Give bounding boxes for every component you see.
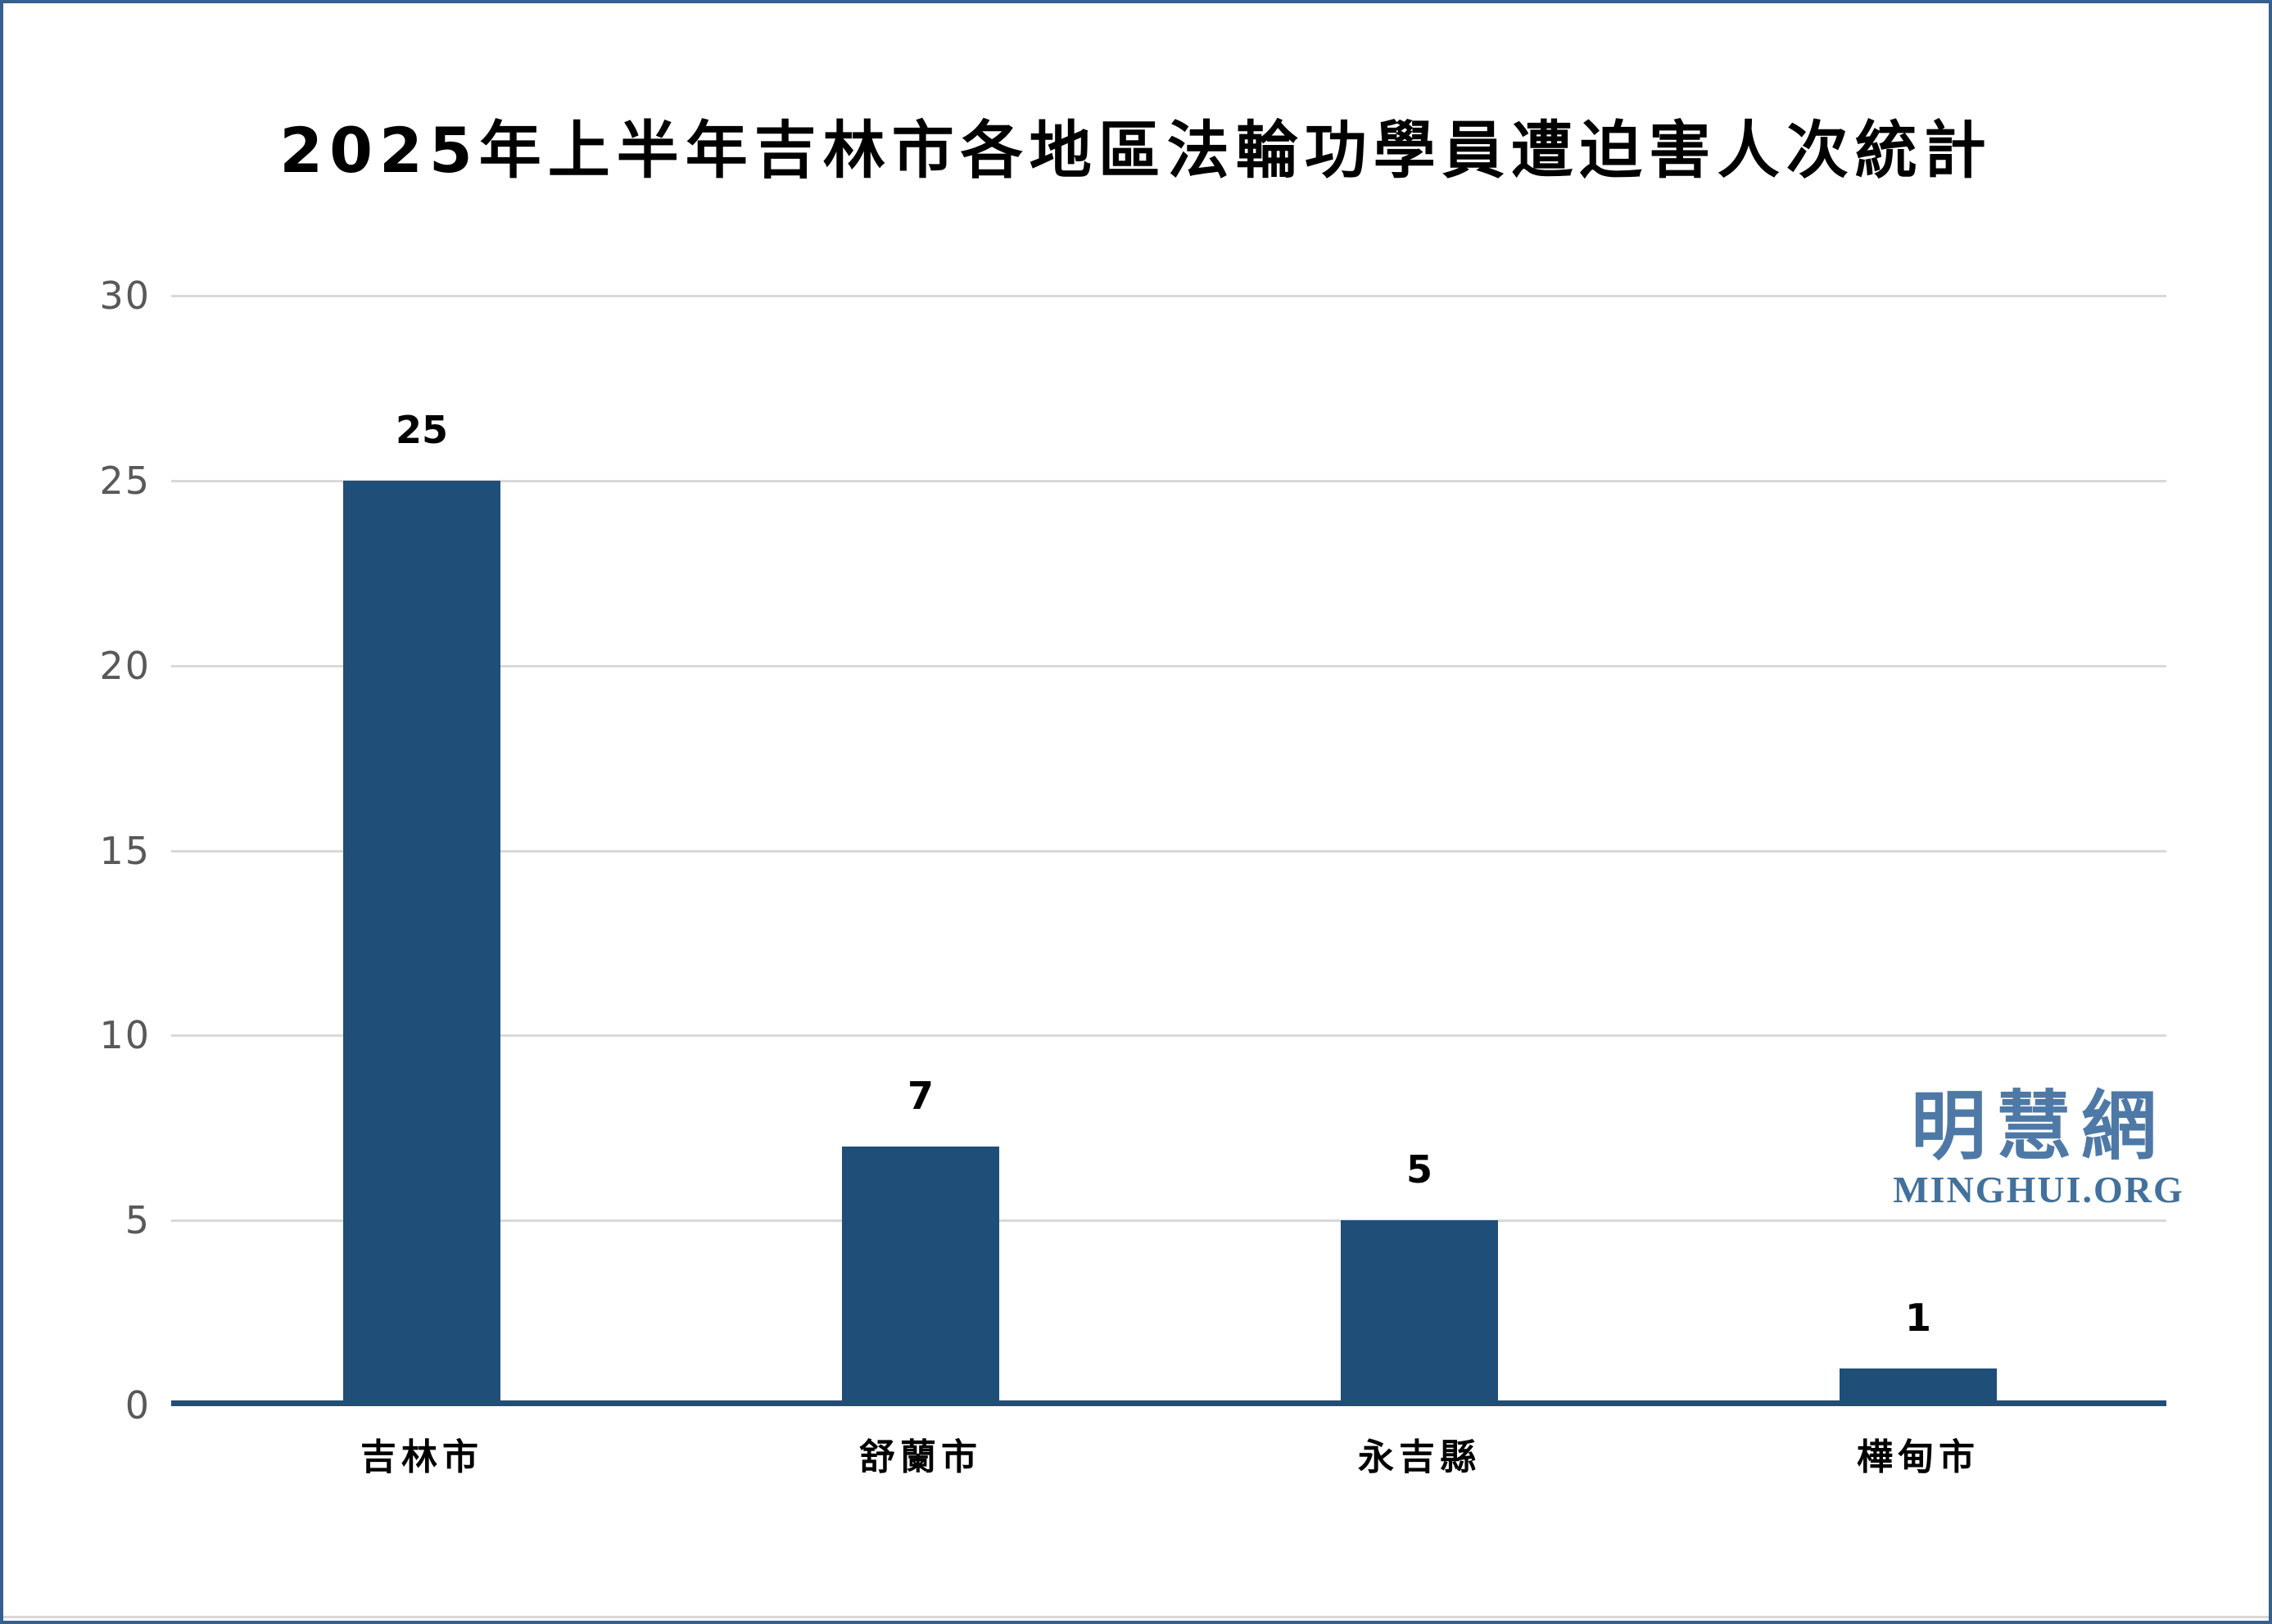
gridline (171, 295, 2166, 297)
gridline (171, 479, 2166, 482)
category-label: 永吉縣 (1358, 1436, 1481, 1478)
bar-value-label: 25 (395, 408, 448, 452)
gridline (171, 849, 2166, 853)
y-axis-tick-label: 20 (99, 643, 151, 688)
y-axis-tick-label: 10 (99, 1013, 151, 1058)
gridline (171, 1034, 2166, 1038)
y-axis-tick-label: 0 (124, 1383, 151, 1427)
chart-title: 2025年上半年吉林市各地區法輪功學員遭迫害人次統計 (279, 114, 1993, 187)
gridline (171, 1219, 2166, 1223)
bar (842, 1147, 999, 1405)
y-axis-tick-label: 25 (99, 458, 151, 503)
y-axis-tick-label: 15 (99, 828, 151, 873)
watermark-chinese-text: 明慧網 (1910, 1083, 2166, 1170)
bar-value-label: 1 (1904, 1296, 1931, 1340)
minghui-watermark: 明慧網 MINGHUI.ORG (1879, 1086, 2198, 1210)
bar-value-label: 7 (907, 1074, 934, 1118)
watermark-url-text: MINGHUI.ORG (1893, 1169, 2184, 1210)
y-axis-tick-label: 30 (99, 274, 151, 318)
x-axis-line (171, 1400, 2166, 1406)
category-label: 樺甸市 (1857, 1436, 1980, 1478)
gridline (171, 664, 2166, 667)
bar (1341, 1220, 1498, 1405)
bar-value-label: 5 (1405, 1147, 1432, 1192)
plot-area: 0 5 10 15 20 25 30 25 吉林市 7 舒蘭市 5 永吉縣 1 樺甸市 (3, 3, 2269, 1621)
category-label: 舒蘭市 (859, 1436, 982, 1478)
bottom-divider-line (3, 1616, 2269, 1618)
category-label: 吉林市 (360, 1436, 483, 1478)
bar (1840, 1368, 1997, 1405)
bar (343, 481, 500, 1405)
y-axis-tick-label: 5 (124, 1198, 151, 1243)
